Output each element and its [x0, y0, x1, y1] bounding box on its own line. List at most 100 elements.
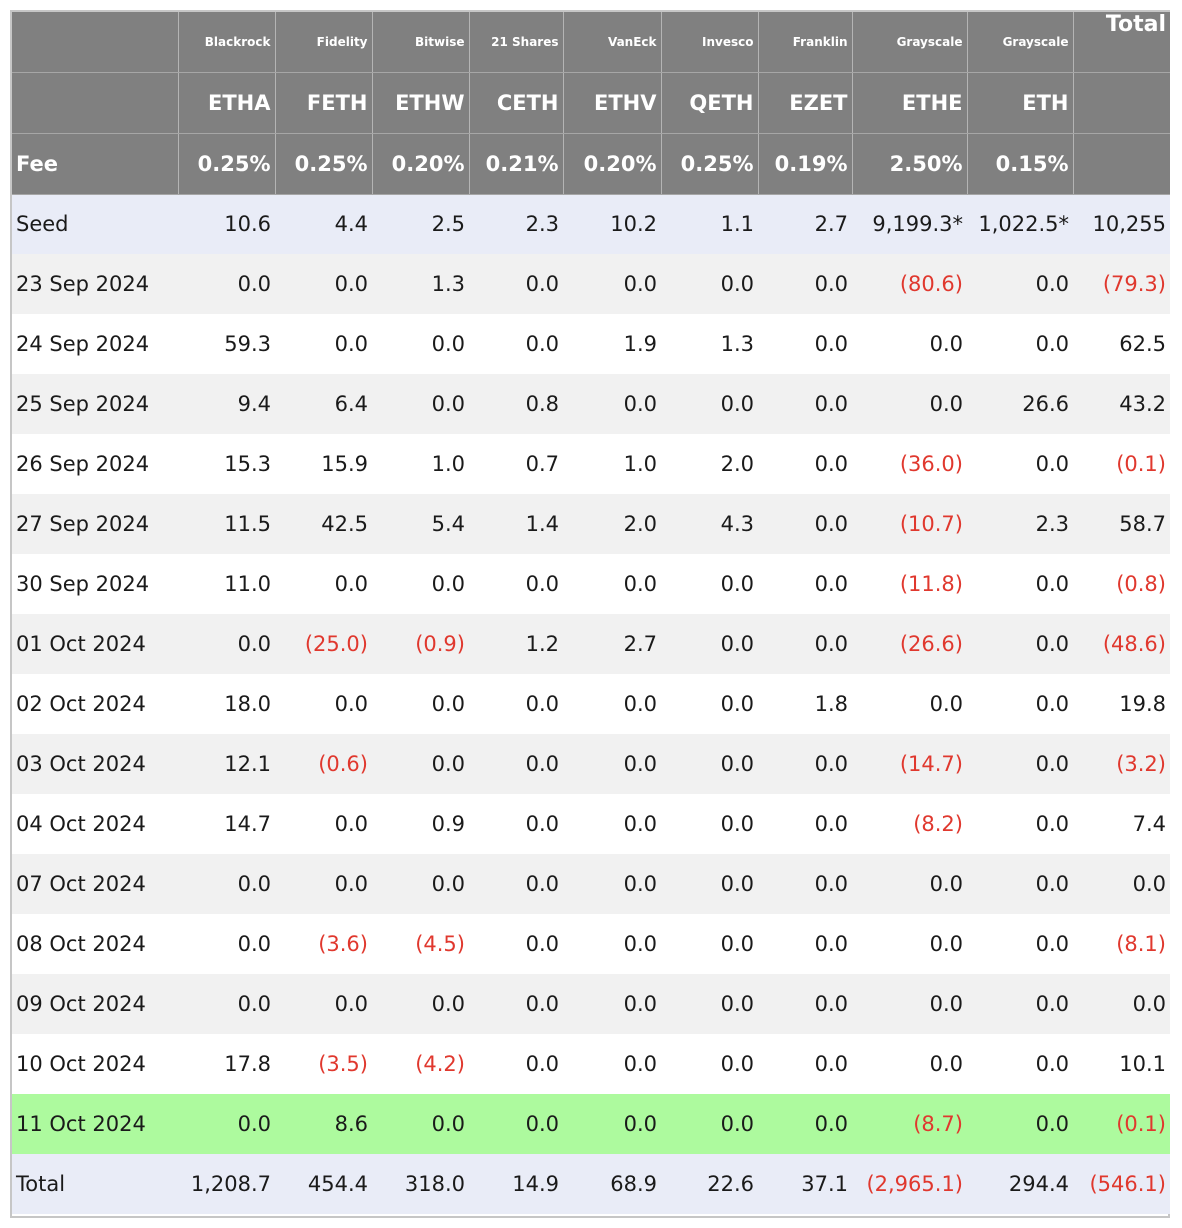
- flow-cell: 0.0: [563, 794, 661, 854]
- row-label: 23 Sep 2024: [12, 254, 178, 314]
- fee-value: 0.25%: [660, 133, 758, 195]
- issuer-header: 21 Shares: [468, 12, 563, 73]
- highlighted-row: 11 Oct 2024 0.0 8.6 0.0 0.0 0.0 0.0 0.0 (8.7) 0.0…: [12, 1094, 1170, 1154]
- flow-cell: 0.0: [275, 854, 372, 914]
- flow-cell: 1,022.5*: [967, 194, 1073, 254]
- row-total-cell: (0.1): [1073, 1094, 1170, 1154]
- row-label: 07 Oct 2024: [12, 854, 178, 914]
- flow-cell: 11.5: [178, 494, 275, 554]
- flow-cell: 0.0: [967, 1034, 1073, 1094]
- row-label: 10 Oct 2024: [12, 1034, 178, 1094]
- flow-cell: (80.6): [852, 254, 967, 314]
- flow-cell: 2.0: [563, 494, 661, 554]
- flow-cell: 0.0: [661, 734, 758, 794]
- flow-cell: 0.0: [275, 974, 372, 1034]
- row-label: 04 Oct 2024: [12, 794, 178, 854]
- flow-cell: 0.0: [852, 914, 967, 974]
- flow-cell: (0.9): [372, 614, 469, 674]
- flow-cell: 1.4: [469, 494, 563, 554]
- flow-cell: (36.0): [852, 434, 967, 494]
- flow-cell: 0.0: [563, 254, 661, 314]
- flow-cell: 0.0: [758, 614, 852, 674]
- issuer-header: Bitwise: [371, 12, 469, 73]
- flow-cell: 9.4: [178, 374, 275, 434]
- flow-cell: 0.0: [469, 1034, 563, 1094]
- flow-cell: 0.0: [758, 914, 852, 974]
- table-row: 02 Oct 2024 18.0 0.0 0.0 0.0 0.0 0.0 1.8 0.0 0.0 1…: [12, 674, 1170, 734]
- flow-cell: 0.0: [178, 254, 275, 314]
- row-label: 24 Sep 2024: [12, 314, 178, 374]
- flow-cell: 0.0: [563, 854, 661, 914]
- flow-cell: 318.0: [372, 1154, 469, 1214]
- flow-cell: 0.0: [758, 554, 852, 614]
- row-total-cell: (79.3): [1073, 254, 1170, 314]
- flow-cell: 14.9: [469, 1154, 563, 1214]
- flow-cell: 0.0: [178, 914, 275, 974]
- flow-cell: 1.8: [758, 674, 852, 734]
- flow-cell: 4.4: [275, 194, 372, 254]
- ticker-header-row: ETHA FETH ETHW CETH ETHV QETH EZET ETHE …: [12, 72, 1170, 134]
- flow-cell: 0.0: [563, 1034, 661, 1094]
- fee-value: 0.20%: [371, 133, 469, 195]
- issuer-header: Invesco: [660, 12, 758, 73]
- empty-header-cell: [1072, 72, 1170, 134]
- corner-cell: [12, 12, 178, 73]
- flow-cell: 68.9: [563, 1154, 661, 1214]
- ticker-header: ETHV: [562, 72, 661, 134]
- flow-cell: 0.0: [661, 614, 758, 674]
- flow-cell: 0.8: [469, 374, 563, 434]
- flow-cell: 1.3: [661, 314, 758, 374]
- table-row: 30 Sep 2024 11.0 0.0 0.0 0.0 0.0 0.0 0.0 (11.8) 0…: [12, 554, 1170, 614]
- row-label: 03 Oct 2024: [12, 734, 178, 794]
- flow-cell: 0.0: [758, 494, 852, 554]
- flow-cell: (3.5): [275, 1034, 372, 1094]
- row-label: 08 Oct 2024: [12, 914, 178, 974]
- flow-cell: 0.0: [758, 374, 852, 434]
- flow-cell: 22.6: [661, 1154, 758, 1214]
- flow-cell: 0.0: [967, 1094, 1073, 1154]
- flow-cell: 0.0: [758, 734, 852, 794]
- flow-cell: 11.0: [178, 554, 275, 614]
- row-label: Total: [12, 1154, 178, 1214]
- flow-cell: (11.8): [852, 554, 967, 614]
- flow-cell: 0.0: [563, 374, 661, 434]
- flow-cell: 0.0: [758, 974, 852, 1034]
- row-label: 27 Sep 2024: [12, 494, 178, 554]
- flow-cell: 0.0: [967, 614, 1073, 674]
- flow-cell: 0.0: [563, 554, 661, 614]
- table-row: 01 Oct 2024 0.0 (25.0) (0.9) 1.2 2.7 0.0 0.0 (26…: [12, 614, 1170, 674]
- flow-cell: 2.7: [758, 194, 852, 254]
- row-total-cell: 0.0: [1073, 854, 1170, 914]
- table-row: 07 Oct 2024 0.0 0.0 0.0 0.0 0.0 0.0 0.0 0.0 0.0 0.…: [12, 854, 1170, 914]
- flow-cell: 0.0: [469, 914, 563, 974]
- flow-cell: 0.0: [275, 254, 372, 314]
- flow-cell: 0.0: [758, 1034, 852, 1094]
- ticker-header: EZET: [757, 72, 852, 134]
- ticker-header: ETHE: [851, 72, 967, 134]
- flow-cell: 0.0: [469, 314, 563, 374]
- flow-cell: 17.8: [178, 1034, 275, 1094]
- flow-cell: 0.0: [275, 554, 372, 614]
- flow-cell: (0.6): [275, 734, 372, 794]
- issuer-header: Franklin: [757, 12, 852, 73]
- flow-cell: 0.0: [852, 314, 967, 374]
- flow-cell: 2.0: [661, 434, 758, 494]
- flow-cell: 0.0: [178, 974, 275, 1034]
- flow-cell: 59.3: [178, 314, 275, 374]
- table-row: 03 Oct 2024 12.1 (0.6) 0.0 0.0 0.0 0.0 0.0 (14.7…: [12, 734, 1170, 794]
- flow-cell: 1.2: [469, 614, 563, 674]
- flow-cell: (26.6): [852, 614, 967, 674]
- row-total-cell: 10,255: [1073, 194, 1170, 254]
- flow-cell: 0.0: [178, 854, 275, 914]
- flow-cell: 0.0: [661, 854, 758, 914]
- empty-header-cell: [1072, 133, 1170, 195]
- flow-cell: 0.0: [469, 734, 563, 794]
- flow-cell: 0.0: [758, 434, 852, 494]
- flow-cell: 0.0: [852, 674, 967, 734]
- flow-cell: 42.5: [275, 494, 372, 554]
- flow-cell: 26.6: [967, 374, 1073, 434]
- row-total-cell: (48.6): [1073, 614, 1170, 674]
- flow-cell: 1,208.7: [178, 1154, 275, 1214]
- etf-flow-table: Blackrock Fidelity Bitwise 21 Shares Van…: [12, 12, 1170, 1214]
- ticker-header: QETH: [660, 72, 758, 134]
